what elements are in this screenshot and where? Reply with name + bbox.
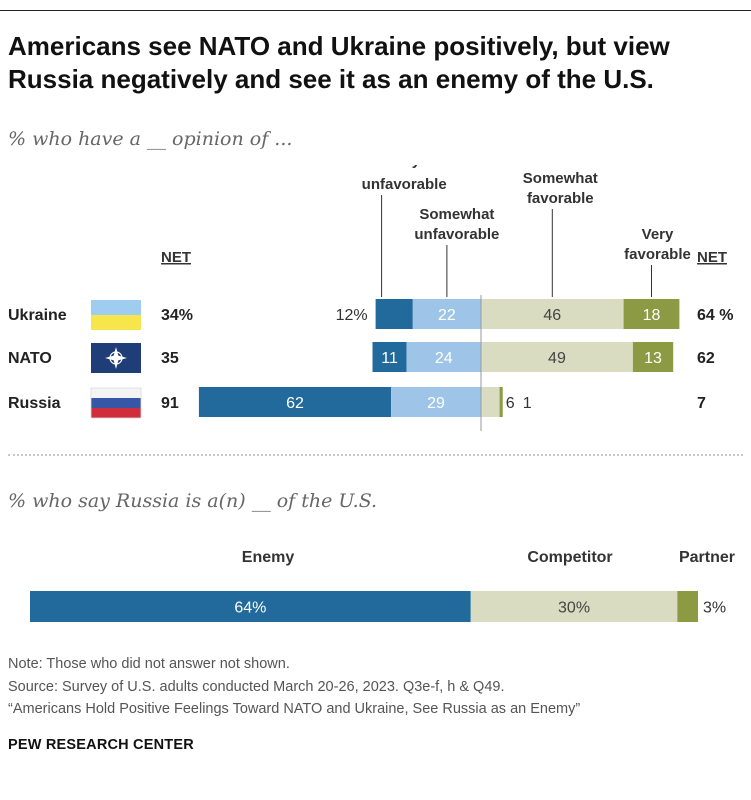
note-text: Note: Those who did not answer not shown… — [8, 656, 290, 672]
ukraine-flag — [91, 300, 141, 330]
bar-partner — [677, 591, 698, 622]
row-label-ukraine: Ukraine — [8, 307, 67, 324]
label-somewhat-unfavorable-russia: 29 — [427, 395, 445, 412]
bar-competitor — [470, 591, 678, 622]
legend-label-somewhat-favorable: Somewhat — [523, 170, 598, 187]
enemy-chart: Enemy 64% Competitor 30% Partner 3% — [30, 549, 735, 622]
label-very-favorable-nato: 13 — [644, 350, 662, 367]
nato-flag — [91, 343, 141, 373]
value-label-enemy: 64% — [234, 600, 266, 617]
bar-somewhat-favorable-nato — [481, 342, 633, 372]
net-unfavorable-russia: 91 — [161, 395, 179, 412]
net-favorable-russia: 7 — [697, 395, 706, 412]
chart-title: Americans see NATO and Ukraine positivel… — [8, 31, 670, 94]
legend-label-somewhat-favorable: favorable — [527, 190, 594, 207]
label-very-unfavorable-russia: 62 — [286, 395, 304, 412]
bar-somewhat-favorable-ukraine — [481, 299, 624, 329]
category-label-competitor: Competitor — [527, 549, 612, 566]
net-unfavorable-header: NET — [161, 249, 191, 266]
row-label-russia: Russia — [8, 395, 61, 412]
legend-label-very-favorable: Very — [642, 226, 674, 243]
pew-research-center-logo: PEW RESEARCH CENTER — [8, 737, 194, 753]
net-favorable-ukraine: 64 % — [697, 307, 733, 324]
legend-label-somewhat-unfavorable: Somewhat — [419, 206, 494, 223]
bar-very-unfavorable-nato — [372, 342, 407, 372]
legend-label-very-favorable: favorable — [624, 246, 691, 263]
top-rule — [0, 10, 751, 11]
bar-enemy — [30, 591, 471, 622]
label-somewhat-favorable-ukraine: 46 — [543, 307, 561, 324]
bar-very-unfavorable-ukraine — [375, 299, 413, 329]
label-somewhat-favorable-russia: 6 — [506, 395, 515, 412]
label-somewhat-unfavorable-nato: 24 — [435, 350, 453, 367]
opinion-chart-subtitle: % who have a __ opinion of ... — [8, 128, 293, 150]
label-very-favorable-ukraine: 18 — [643, 307, 661, 324]
bar-very-favorable-russia — [499, 387, 503, 417]
row-label-nato: NATO — [8, 350, 52, 367]
bar-very-unfavorable-russia — [198, 387, 392, 417]
net-unfavorable-nato: 35 — [161, 350, 179, 367]
label-somewhat-unfavorable-ukraine: 22 — [438, 307, 456, 324]
value-label-partner: 3% — [703, 600, 726, 617]
label-very-favorable-russia: 1 — [523, 395, 532, 412]
net-unfavorable-ukraine: 34% — [161, 307, 193, 324]
enemy-chart-subtitle: % who say Russia is a(n) __ of the U.S. — [8, 490, 378, 512]
category-label-partner: Partner — [679, 549, 735, 566]
legend-label-very-unfavorable: unfavorable — [362, 176, 447, 193]
label-very-unfavorable-nato: 11 — [381, 350, 398, 367]
label-somewhat-favorable-nato: 49 — [548, 350, 566, 367]
value-label-competitor: 30% — [558, 600, 590, 617]
legend-label-very-unfavorable: Very — [388, 165, 420, 169]
russia-flag — [90, 387, 142, 419]
bar-very-favorable-nato — [632, 342, 674, 372]
source-text: Source: Survey of U.S. adults conducted … — [8, 679, 505, 695]
bar-somewhat-favorable-russia — [481, 387, 500, 417]
bar-somewhat-unfavorable-ukraine — [412, 299, 481, 329]
net-favorable-nato: 62 — [697, 350, 715, 367]
bar-somewhat-unfavorable-nato — [406, 342, 481, 372]
section-divider — [8, 454, 743, 456]
legend-label-somewhat-unfavorable: unfavorable — [414, 226, 499, 243]
category-label-enemy: Enemy — [242, 549, 295, 566]
opinion-chart: Very unfavorable Somewhat unfavorable Somewh… — [8, 165, 733, 431]
net-favorable-header: NET — [697, 249, 727, 266]
report-title-text: “Americans Hold Positive Feelings Toward… — [8, 701, 581, 717]
label-very-unfavorable-ukraine: 12% — [336, 307, 368, 324]
bar-somewhat-unfavorable-russia — [391, 387, 481, 417]
bar-very-favorable-ukraine — [623, 299, 680, 329]
